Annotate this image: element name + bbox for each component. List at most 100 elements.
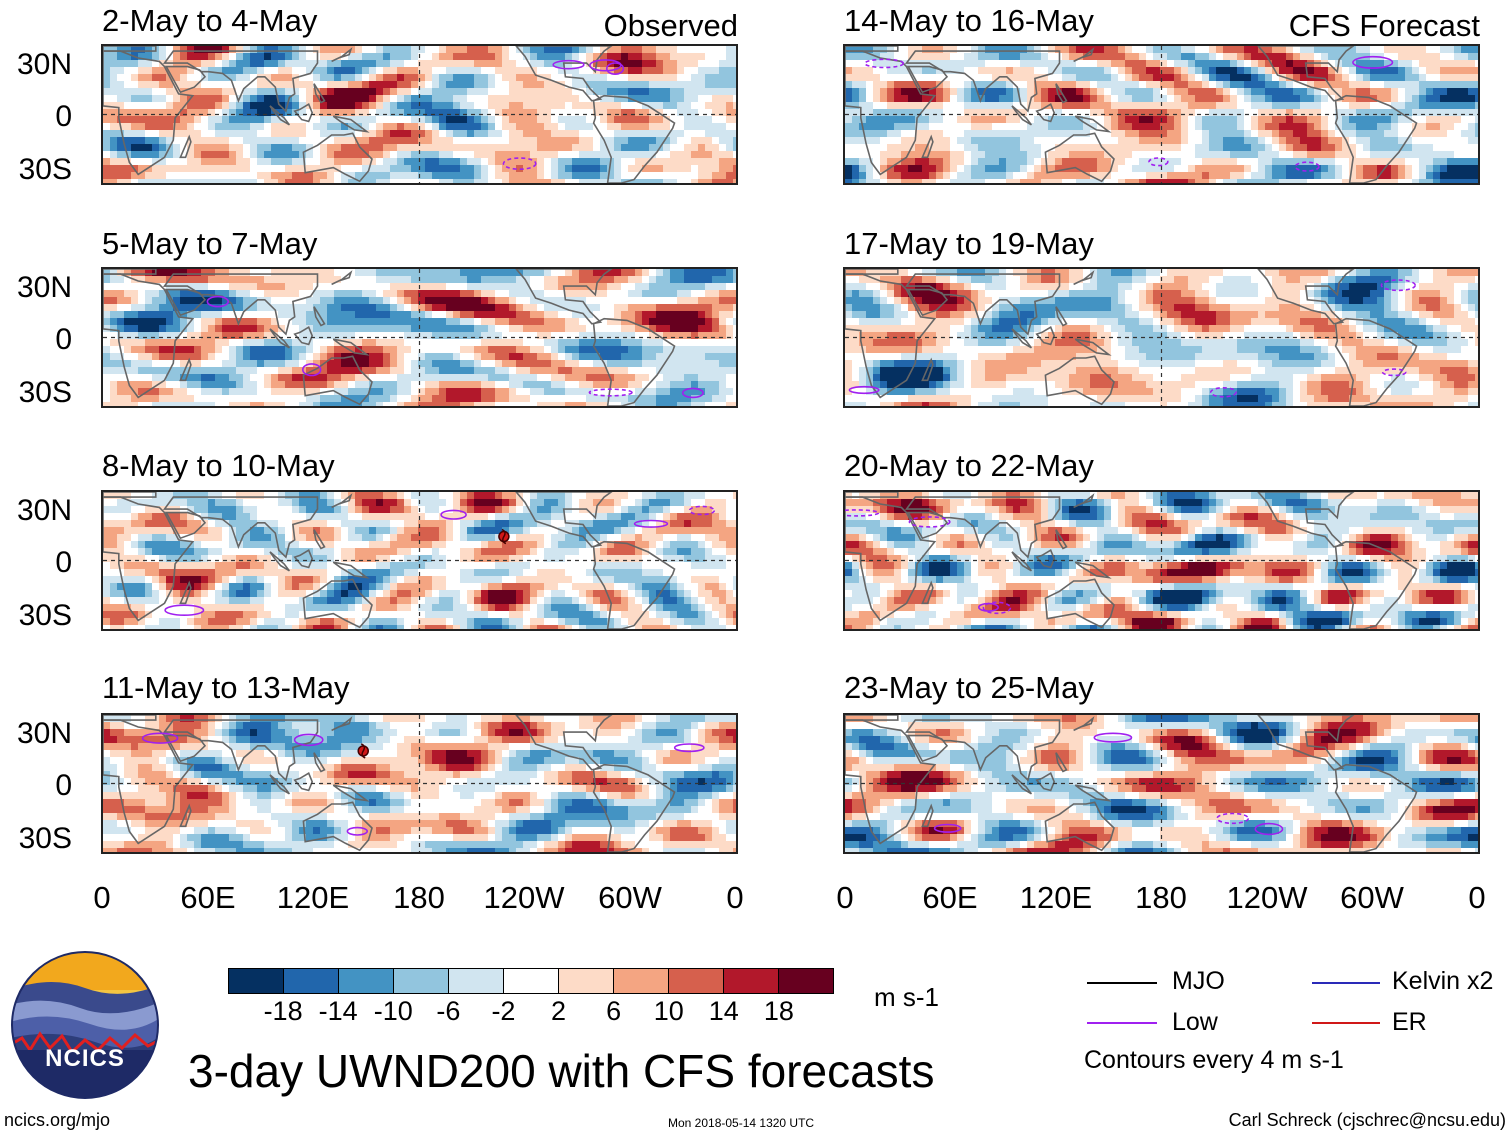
colorbar-label: 10 <box>653 996 684 1026</box>
lat-label: 30S <box>18 599 72 632</box>
low-contours <box>848 279 1416 398</box>
lon-label: 60W <box>598 880 662 915</box>
colorbar-swatch <box>229 969 283 993</box>
coastlines <box>845 492 1418 629</box>
colorbar-swatch <box>393 969 448 993</box>
colorbar-swatch <box>668 969 723 993</box>
low-contours <box>141 732 705 836</box>
coastlines <box>103 269 676 406</box>
low-contours <box>206 295 704 399</box>
lon-label: 120W <box>1226 880 1308 915</box>
lat-label: 30S <box>18 376 72 409</box>
legend-label-er: ER <box>1392 1008 1427 1036</box>
lon-label: 60W <box>1340 880 1404 915</box>
footer-url: ncics.org/mjo <box>4 1110 111 1130</box>
map-panel <box>843 44 1480 185</box>
lat-label: 0 <box>55 546 72 579</box>
colorbar-swatch <box>283 969 338 993</box>
panel-title: 14-May to 16-May <box>844 3 1094 38</box>
lon-label: 0 <box>726 880 744 915</box>
lon-label: 0 <box>1468 880 1486 915</box>
colorbar-swatch <box>338 969 393 993</box>
colorbar-swatch <box>558 969 613 993</box>
uwnd-field <box>103 269 736 406</box>
map-panel <box>101 490 738 631</box>
lon-label: 60E <box>922 880 978 915</box>
coastlines <box>103 715 676 852</box>
wind-shading <box>845 715 1478 852</box>
legend-line-mjo <box>1087 982 1157 984</box>
panel-title: 2-May to 4-May <box>102 3 318 38</box>
wind-shading <box>103 46 736 183</box>
panel-title: 17-May to 19-May <box>844 226 1094 261</box>
map-panel <box>843 713 1480 854</box>
colorbar-swatch <box>723 969 778 993</box>
map-panel <box>101 713 738 854</box>
low-contours <box>164 505 716 616</box>
lon-label: 120E <box>276 880 350 915</box>
panel-corner-label: Observed <box>603 8 738 43</box>
colorbar-label: -14 <box>318 996 358 1026</box>
map-panel <box>101 267 738 408</box>
lat-label: 30S <box>18 822 72 855</box>
wind-shading <box>103 715 736 852</box>
lat-label: 0 <box>55 323 72 356</box>
legend-label-kelvin: Kelvin x2 <box>1392 967 1494 995</box>
map-panel <box>101 44 738 185</box>
panel-title: 8-May to 10-May <box>102 448 335 483</box>
colorbar-label: 6 <box>606 996 622 1026</box>
legend-line-er <box>1312 1022 1380 1024</box>
low-contours <box>864 55 1394 172</box>
wind-shading <box>845 269 1478 406</box>
lon-label: 0 <box>836 880 854 915</box>
coastlines <box>845 269 1418 406</box>
map-panel <box>843 490 1480 631</box>
lat-label: 30N <box>16 48 72 81</box>
colorbar-label: 2 <box>551 996 567 1026</box>
lon-label: 120W <box>483 880 565 915</box>
legend-line-kelvin <box>1312 982 1380 984</box>
panel-title: 23-May to 25-May <box>844 670 1094 705</box>
colorbar-swatch <box>503 969 558 993</box>
lon-label: 180 <box>1135 880 1187 915</box>
lat-label: 0 <box>55 100 72 133</box>
coastlines <box>845 46 1418 183</box>
low-contours <box>933 732 1284 836</box>
lon-label: 120E <box>1019 880 1093 915</box>
lat-label: 30N <box>16 717 72 750</box>
lon-label: 0 <box>93 880 111 915</box>
ncics-logo: NCICS <box>10 950 160 1100</box>
coastlines <box>103 492 676 629</box>
colorbar-label: -6 <box>436 996 461 1026</box>
low-contours <box>502 59 625 170</box>
colorbar-label: 14 <box>708 996 739 1026</box>
coastlines <box>103 46 676 183</box>
legend-label-mjo: MJO <box>1172 967 1225 995</box>
wind-shading <box>845 492 1478 629</box>
uwnd-field <box>845 269 1478 406</box>
footer-author: Carl Schreck (cjschrec@ncsu.edu) <box>1228 1110 1506 1130</box>
lon-label: 60E <box>180 880 236 915</box>
lat-label: 30N <box>16 494 72 527</box>
tropical-cyclone-icon <box>357 743 369 759</box>
colorbar-swatch <box>448 969 503 993</box>
lat-label: 30S <box>18 153 72 186</box>
uwnd-field <box>845 492 1478 629</box>
map-panel <box>843 267 1480 408</box>
colorbar-label: -10 <box>373 996 413 1026</box>
wind-shading <box>103 269 736 406</box>
tropical-cyclone-icon <box>498 528 510 545</box>
legend-line-low <box>1087 1022 1157 1024</box>
coastlines <box>845 715 1418 852</box>
uwnd-field <box>845 46 1478 183</box>
uwnd-field <box>103 46 736 183</box>
contour-note: Contours every 4 m s-1 <box>1084 1046 1344 1074</box>
footer-timestamp: Mon 2018-05-14 1320 UTC <box>668 1116 815 1130</box>
uwnd-field <box>103 715 736 852</box>
colorbar <box>228 968 834 994</box>
uwnd-field <box>103 492 736 629</box>
colorbar-units: m s-1 <box>874 982 939 1012</box>
panel-title: 20-May to 22-May <box>844 448 1094 483</box>
panel-title: 5-May to 7-May <box>102 226 318 261</box>
uwnd-field <box>845 715 1478 852</box>
